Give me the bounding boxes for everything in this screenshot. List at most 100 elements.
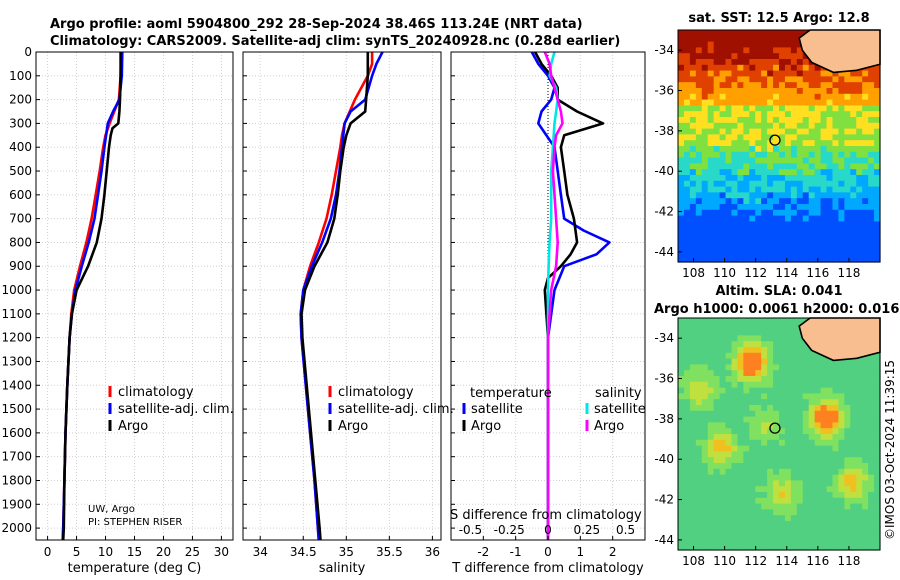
map-cell	[755, 122, 762, 130]
map-cell	[719, 146, 727, 153]
map-cell	[784, 157, 792, 164]
map-cell	[868, 370, 875, 377]
map-cell	[784, 117, 792, 124]
map-cell	[749, 364, 756, 371]
map-cell	[701, 393, 709, 400]
map-cell	[826, 140, 834, 147]
map-cell	[707, 428, 715, 435]
map-cell	[784, 128, 792, 135]
map-cell	[767, 480, 774, 487]
map-cell	[707, 256, 715, 263]
map-cell	[850, 399, 857, 406]
map-cell	[773, 157, 780, 164]
map-cell	[856, 88, 863, 95]
legend-label: Argo	[594, 419, 624, 434]
map-cell	[725, 169, 733, 176]
map-cell	[761, 381, 768, 389]
map-cell	[784, 352, 792, 360]
map-cell	[678, 544, 685, 551]
map-cell	[808, 445, 816, 452]
x-tick-label: 1	[577, 545, 585, 559]
map-cell	[874, 209, 881, 217]
x-tick-label: 112	[744, 554, 767, 568]
map-cell	[749, 59, 756, 66]
map-cell	[773, 347, 780, 354]
map-cell	[874, 405, 881, 412]
map-cell	[695, 352, 703, 360]
map-cell	[678, 163, 685, 170]
map-cell	[856, 526, 863, 534]
map-cell	[707, 146, 715, 153]
map-cell	[784, 53, 792, 60]
map-cell	[826, 544, 834, 551]
map-cell	[683, 323, 691, 331]
map-cell	[743, 221, 750, 228]
map-cell	[808, 358, 816, 365]
map-cell	[761, 163, 768, 170]
map-cell	[773, 503, 780, 510]
map-cell	[868, 451, 875, 458]
map-cell	[767, 180, 774, 188]
map-cell	[784, 480, 792, 487]
map-cell	[701, 122, 709, 130]
map-cell	[707, 35, 715, 43]
map-cell	[850, 140, 857, 147]
map-cell	[773, 358, 780, 365]
map-cell	[755, 105, 762, 112]
map-cell	[784, 387, 792, 394]
credit-text: ©IMOS 03-Oct-2024 11:39:15	[883, 360, 897, 540]
y-tick-label: 1200	[1, 331, 32, 345]
map-cell	[856, 405, 863, 412]
map-cell	[695, 70, 703, 77]
map-cell	[808, 381, 816, 389]
map-cell	[779, 445, 786, 452]
map-cell	[856, 128, 863, 135]
map-cell	[737, 387, 744, 394]
map-cell	[695, 474, 703, 481]
map-cell	[743, 335, 750, 342]
map-cell	[749, 221, 756, 228]
x-axis-label: salinity	[319, 561, 366, 576]
map-cell	[749, 64, 756, 72]
map-cell	[678, 329, 685, 336]
map-cell	[731, 146, 739, 153]
map-cell	[713, 503, 721, 510]
map-cell	[737, 526, 744, 534]
map-cell	[737, 140, 744, 147]
map-cell	[683, 364, 691, 371]
map-cell	[761, 82, 768, 89]
map-cell	[678, 59, 685, 66]
map-cell	[850, 480, 857, 487]
map-cell	[826, 93, 834, 101]
x2-axis-label: S difference from climatology	[450, 508, 642, 523]
map-cell	[719, 445, 727, 452]
map-cell	[844, 422, 851, 429]
map-cell	[701, 93, 709, 101]
map-cell	[790, 434, 798, 441]
map-cell	[689, 134, 697, 141]
map-cell	[737, 422, 744, 429]
map-cell	[689, 146, 697, 153]
map-cell	[856, 445, 863, 452]
map-cell	[749, 526, 756, 534]
map-cell	[820, 105, 828, 112]
map-cell	[773, 399, 780, 406]
map-cell	[743, 256, 750, 263]
map-cell	[678, 198, 685, 205]
map-cell	[761, 503, 768, 510]
map-cell	[820, 422, 828, 429]
map-cell	[844, 163, 851, 170]
map-cell	[820, 509, 828, 516]
map-cell	[725, 515, 733, 522]
map-cell	[773, 250, 780, 257]
map-cell	[784, 186, 792, 193]
map-cell	[755, 250, 762, 257]
x-tick-label: -1	[510, 545, 522, 559]
map-cell	[719, 53, 727, 60]
map-cell	[737, 428, 744, 435]
map-cell	[737, 515, 744, 522]
map-cell	[856, 221, 863, 228]
map-cell	[844, 457, 851, 464]
map-cell	[784, 381, 792, 389]
